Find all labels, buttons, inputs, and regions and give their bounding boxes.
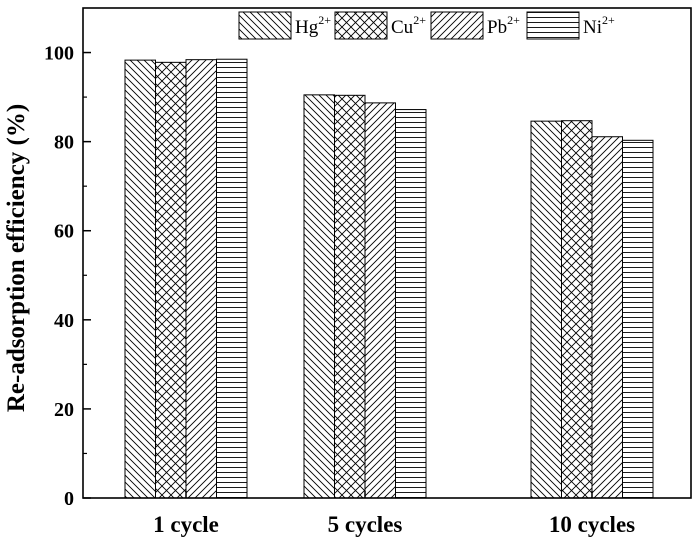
y-tick-label-0: 0 bbox=[64, 488, 74, 510]
y-axis-title: Re-adsorption efficiency (%) bbox=[3, 104, 30, 412]
legend-label-pb: Pb2+ bbox=[487, 13, 520, 38]
bar-cu-1 bbox=[155, 61, 187, 499]
bar-ni-2 bbox=[395, 109, 427, 499]
y-tick-label-60: 60 bbox=[54, 221, 74, 243]
axes: 0 20 40 60 80 100 1 cycle 5 cycles 10 cycles bbox=[44, 43, 635, 537]
bar-hg-3 bbox=[530, 120, 562, 499]
y-tick-label-40: 40 bbox=[54, 310, 74, 332]
legend-swatch-hg bbox=[238, 11, 292, 40]
bar-pb-2 bbox=[364, 102, 396, 499]
legend-swatch-cu bbox=[334, 11, 388, 40]
bars bbox=[124, 58, 654, 499]
bar-ni-1 bbox=[216, 58, 248, 499]
y-tick-label-80: 80 bbox=[54, 132, 74, 154]
legend: Hg2+ Cu2+ Pb2+ Ni2+ bbox=[238, 11, 615, 40]
bar-cu-3 bbox=[561, 120, 593, 499]
legend-label-ni: Ni2+ bbox=[583, 13, 615, 38]
x-tick-label-1: 1 cycle bbox=[153, 512, 219, 537]
bar-hg-1 bbox=[124, 59, 156, 499]
legend-label-cu: Cu2+ bbox=[391, 13, 426, 38]
bar-ni-3 bbox=[622, 139, 654, 499]
legend-label-hg: Hg2+ bbox=[295, 13, 331, 38]
bar-hg-2 bbox=[303, 94, 335, 499]
y-tick-label-20: 20 bbox=[54, 399, 74, 421]
legend-swatch-ni bbox=[526, 11, 580, 40]
bar-cu-2 bbox=[334, 94, 366, 499]
bar-pb-3 bbox=[591, 136, 623, 499]
x-tick-label-2: 5 cycles bbox=[328, 512, 403, 537]
legend-swatch-pb bbox=[430, 11, 484, 40]
x-tick-label-3: 10 cycles bbox=[549, 512, 635, 537]
y-tick-label-100: 100 bbox=[44, 43, 74, 65]
bar-pb-1 bbox=[185, 59, 217, 499]
